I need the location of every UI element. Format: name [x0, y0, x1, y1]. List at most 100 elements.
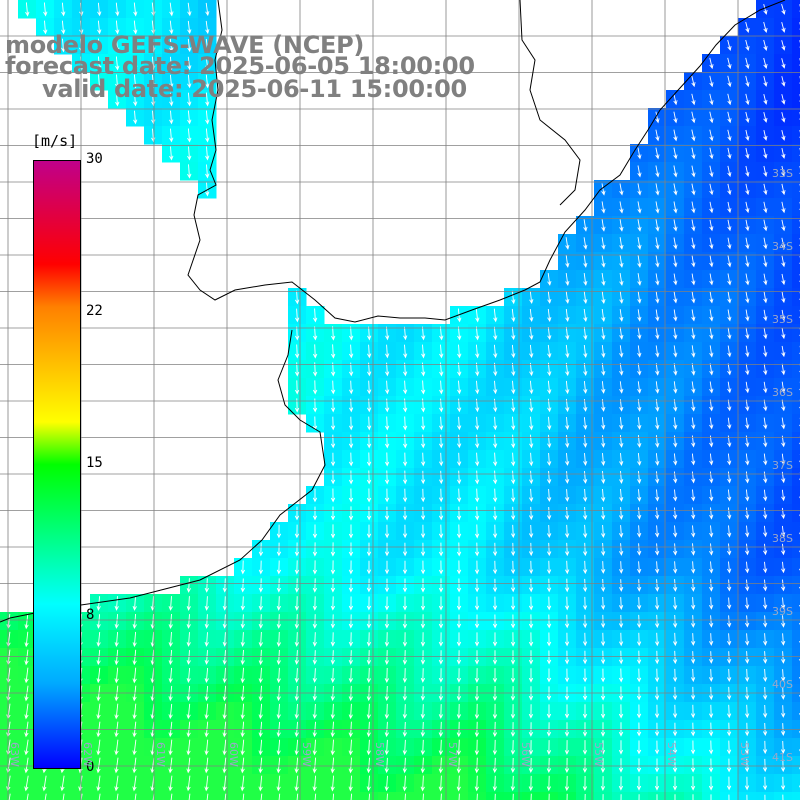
wind-arrow	[673, 237, 678, 250]
wind-arrow	[566, 793, 568, 800]
wind-arrow	[384, 470, 390, 485]
wind-arrow	[618, 704, 624, 719]
wind-arrow	[691, 615, 696, 628]
wind-arrow	[384, 775, 389, 792]
wind-arrow	[169, 146, 174, 161]
wind-arrow	[546, 775, 552, 792]
wind-arrow	[565, 453, 570, 466]
wind-arrow	[619, 201, 624, 214]
wind-arrow	[601, 561, 606, 574]
wind-arrow	[475, 452, 480, 467]
wind-arrow	[330, 775, 335, 792]
wind-arrow	[402, 757, 407, 774]
wind-arrow	[457, 452, 462, 467]
wind-arrow	[619, 363, 624, 376]
wind-arrow	[763, 219, 768, 232]
wind-arrow	[745, 39, 750, 51]
wind-arrow	[330, 739, 335, 756]
wind-arrow	[43, 2, 48, 17]
wind-arrow	[133, 74, 138, 89]
wind-arrow	[763, 255, 768, 268]
wind-arrow	[114, 757, 119, 774]
wind-arrow	[583, 219, 588, 232]
wind-arrow	[186, 614, 191, 629]
wind-arrow	[727, 219, 732, 232]
wind-arrow	[565, 380, 570, 395]
wind-arrow	[296, 793, 299, 800]
wind-arrow	[763, 543, 768, 556]
wind-arrow	[673, 543, 678, 556]
wind-arrow	[763, 668, 768, 683]
wind-arrow	[25, 2, 30, 17]
wind-arrow	[727, 345, 732, 358]
wind-arrow	[600, 632, 606, 647]
wind-arrow	[97, 56, 102, 71]
wind-arrow	[601, 219, 606, 232]
wind-arrow	[709, 219, 714, 232]
wind-arrow	[475, 326, 480, 341]
wind-arrow	[403, 326, 408, 341]
wind-arrow	[781, 615, 786, 628]
wind-cell	[792, 558, 800, 577]
wind-arrow	[510, 578, 516, 593]
wind-arrow	[781, 40, 786, 51]
wind-arrow	[691, 237, 696, 250]
wind-arrow	[763, 363, 768, 376]
wind-arrow	[582, 757, 588, 774]
wind-arrow	[402, 596, 408, 611]
wind-arrow	[654, 650, 660, 665]
wind-arrow	[691, 273, 696, 286]
wind-arrow	[368, 793, 371, 800]
wind-arrow	[205, 20, 210, 35]
lat-label-34s: 34S	[772, 240, 793, 253]
wind-arrow	[114, 739, 119, 756]
wind-arrow	[330, 560, 336, 575]
wind-arrow	[691, 111, 696, 124]
wind-arrow	[709, 507, 714, 520]
wind-arrow	[655, 183, 660, 196]
wind-arrow	[726, 740, 732, 755]
wind-cell	[792, 414, 800, 433]
wind-arrow	[727, 399, 732, 412]
wind-arrow	[781, 417, 786, 430]
wind-arrow	[637, 273, 642, 286]
wind-arrow	[276, 614, 281, 629]
wind-arrow	[745, 93, 750, 106]
wind-arrow	[204, 632, 209, 647]
wind-arrow	[132, 613, 137, 630]
wind-arrow	[582, 596, 588, 611]
wind-arrow	[745, 525, 750, 538]
wind-arrow	[763, 633, 768, 646]
lon-label-59w: 59W	[300, 742, 313, 767]
wind-arrow	[673, 291, 678, 304]
wind-arrow	[222, 757, 227, 774]
wind-arrow	[655, 291, 660, 304]
wind-cell	[18, 792, 37, 800]
wind-arrow	[601, 183, 606, 196]
wind-arrow	[330, 668, 335, 683]
wind-arrow	[330, 757, 335, 774]
wind-arrow	[709, 417, 714, 430]
wind-arrow	[492, 703, 498, 720]
wind-arrow	[402, 506, 408, 521]
wind-arrow	[745, 381, 750, 394]
wind-arrow	[637, 381, 642, 394]
wind-arrow	[672, 740, 678, 755]
wind-arrow	[528, 542, 534, 557]
wind-arrow	[637, 345, 642, 358]
wind-arrow	[600, 614, 606, 629]
wind-arrow	[673, 129, 678, 142]
wind-arrow	[601, 578, 606, 593]
wind-arrow	[420, 704, 425, 719]
wind-arrow	[474, 578, 480, 593]
wind-arrow	[493, 506, 498, 521]
wind-arrow	[492, 578, 498, 593]
wind-arrow	[637, 147, 642, 160]
wind-arrow	[637, 219, 642, 232]
wind-arrow	[493, 326, 498, 341]
wind-arrow	[745, 561, 750, 574]
wind-arrow	[763, 345, 768, 358]
wind-arrow	[366, 488, 372, 503]
wind-arrow	[348, 650, 353, 665]
